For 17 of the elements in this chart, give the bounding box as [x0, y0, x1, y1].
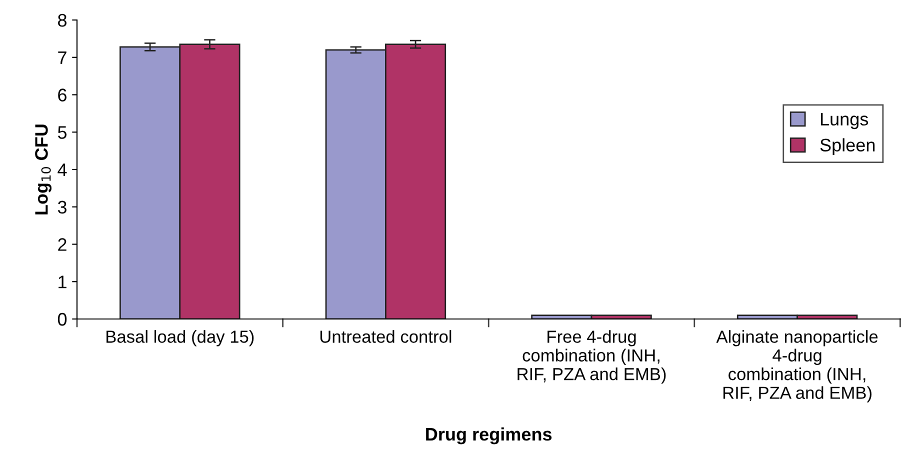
y-axis-title: Log$_{10}$ CFU	[35, 124, 52, 214]
x-axis-title: Drug regimens	[426, 427, 552, 444]
y-tick-label: 4	[58, 164, 67, 176]
y-tick-label: 5	[58, 126, 67, 139]
y-tick-label: 0	[58, 312, 67, 326]
y-tick-label: 8	[58, 14, 66, 27]
legend-label: Lungs	[820, 112, 868, 130]
x-tick-label: Untreated control	[320, 330, 452, 343]
y-tick-label: 3	[58, 200, 66, 214]
x-tick-label: Basal load (day 15)	[106, 330, 254, 346]
y-tick-label: 1	[58, 276, 66, 288]
y-tick-label: 7	[58, 51, 66, 64]
x-tick-label: Free 4-drug combination (INH, RIF, PZA and EMB)	[518, 330, 666, 384]
legend-label: Spleen	[820, 138, 875, 156]
x-tick-label: Alginate nanoparticle 4-drug combination (INH, RIF, PZA and EMB)	[716, 330, 878, 402]
y-tick-label: 2	[58, 238, 66, 251]
y-tick-label: 6	[58, 88, 66, 102]
